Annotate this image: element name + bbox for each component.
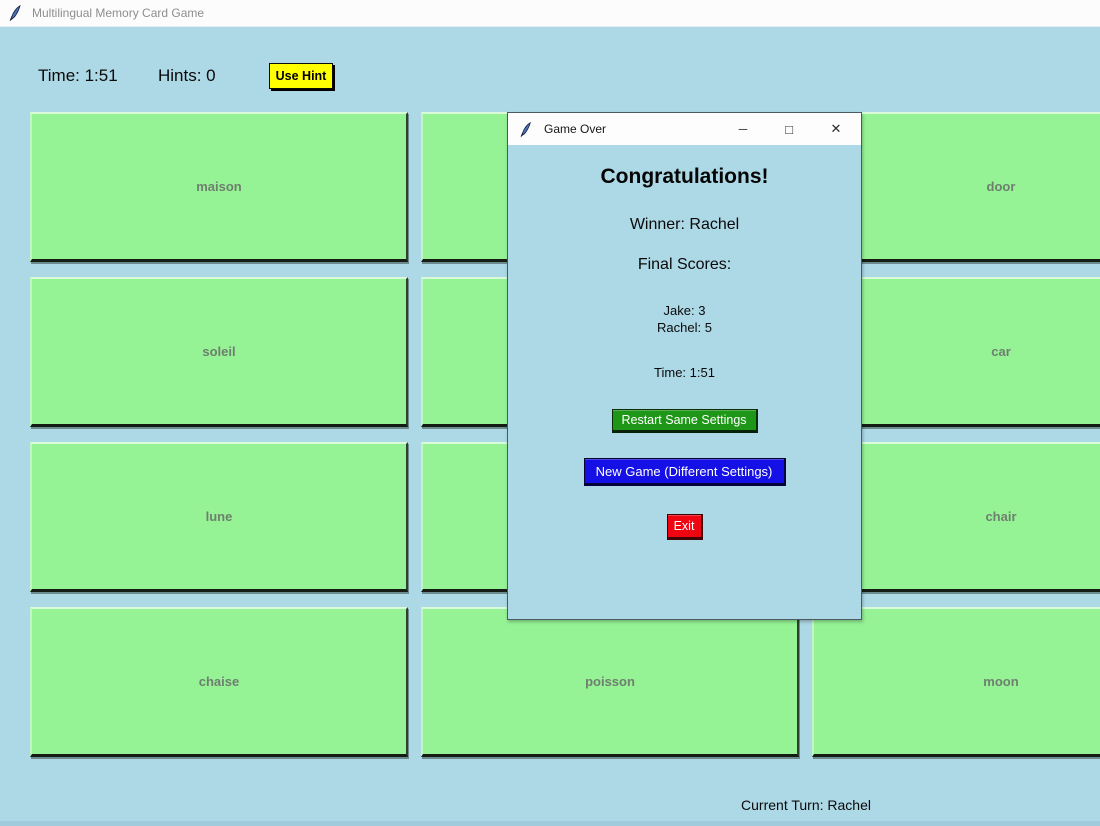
window-title: Multilingual Memory Card Game (32, 6, 205, 20)
card-word: lune (205, 509, 233, 524)
score-line-jake: Jake: 3 (663, 303, 706, 318)
game-over-dialog: Game Over ─ □ ✕ Congratulations! Winner:… (507, 112, 862, 620)
exit-button[interactable]: Exit (666, 514, 703, 540)
congratulations-heading: Congratulations! (600, 165, 769, 188)
score-line-rachel: Rachel: 5 (657, 320, 712, 335)
card-maison[interactable]: maison (30, 112, 408, 262)
timer-label: Time: 1:51 (38, 66, 118, 85)
card-word: maison (196, 179, 242, 194)
restart-same-settings-button[interactable]: Restart Same Settings (611, 409, 758, 433)
card-chaise[interactable]: chaise (30, 607, 408, 757)
card-word: chair (985, 509, 1017, 524)
card-moon[interactable]: moon (812, 607, 1100, 757)
main-titlebar: Multilingual Memory Card Game (0, 0, 1100, 27)
use-hint-button[interactable]: Use Hint (269, 63, 333, 89)
card-poisson[interactable]: poisson (421, 607, 799, 757)
card-lune[interactable]: lune (30, 442, 408, 592)
close-icon[interactable]: ✕ (830, 121, 842, 136)
card-word: car (991, 344, 1011, 359)
window-bottom-edge (0, 821, 1100, 826)
dialog-titlebar: Game Over ─ □ ✕ (508, 113, 861, 145)
dialog-time-label: Time: 1:51 (654, 365, 715, 380)
card-soleil[interactable]: soleil (30, 277, 408, 427)
final-scores-label: Final Scores: (637, 256, 732, 273)
hud-bar: Time: 1:51 Hints: 0 Use Hint (38, 63, 333, 89)
hints-label: Hints: 0 (158, 66, 216, 85)
card-word: chaise (198, 674, 240, 689)
card-word: poisson (585, 674, 635, 689)
python-feather-icon (9, 5, 21, 21)
maximize-icon[interactable]: □ (785, 121, 793, 137)
new-game-button[interactable]: New Game (Different Settings) (583, 458, 786, 486)
card-word: door (986, 179, 1016, 194)
card-word: soleil (202, 344, 236, 359)
minimize-icon[interactable]: ─ (738, 122, 748, 136)
python-feather-icon (520, 121, 531, 137)
dialog-title: Game Over (544, 122, 607, 136)
score-list: Jake: 3 Rachel: 5 (508, 302, 861, 336)
dialog-body: Congratulations! Winner: Rachel Final Sc… (508, 145, 861, 619)
current-turn-label: Current Turn: Rachel (741, 797, 871, 813)
card-word: moon (983, 674, 1019, 689)
winner-label: Winner: Rachel (629, 216, 740, 233)
